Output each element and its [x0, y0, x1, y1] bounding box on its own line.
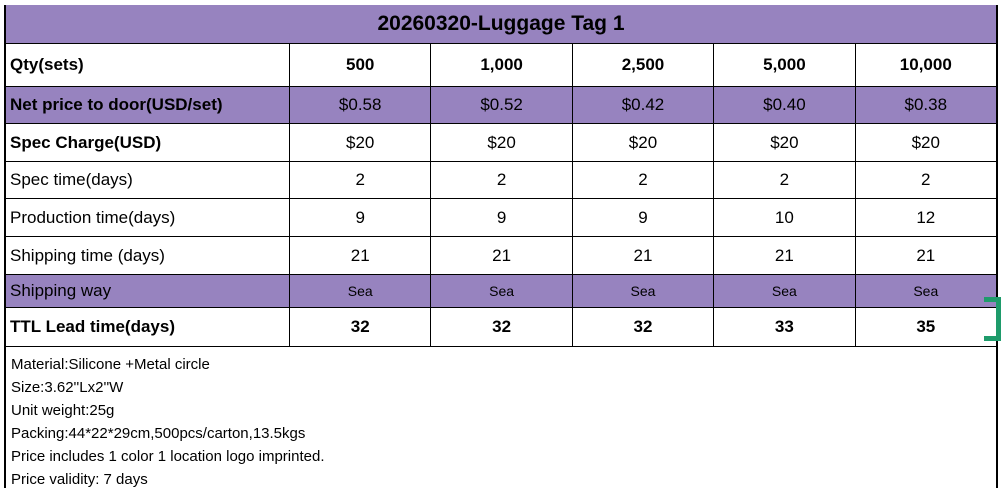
notes-block: Material:Silicone +Metal circle Size:3.6… — [6, 346, 996, 488]
cell-spec-time-4[interactable]: 2 — [713, 162, 854, 198]
cell-qty-500[interactable]: 500 — [289, 44, 430, 86]
cell-ttl-4[interactable]: 33 — [713, 308, 854, 346]
table-row-net-price: Net price to door(USD/set) $0.58 $0.52 $… — [6, 86, 996, 123]
table-row-qty: Qty(sets) 500 1,000 2,500 5,000 10,000 — [6, 43, 996, 86]
cell-shipping-way-4[interactable]: Sea — [713, 275, 854, 307]
cell-production-time-5[interactable]: 12 — [854, 199, 996, 236]
cell-shipping-way-1[interactable]: Sea — [289, 275, 430, 307]
cell-spec-charge-5[interactable]: $20 — [854, 124, 996, 161]
cell-production-time-3[interactable]: 9 — [571, 199, 713, 236]
cell-spec-time-5[interactable]: 2 — [854, 162, 996, 198]
note-price-includes[interactable]: Price includes 1 color 1 location logo i… — [11, 448, 325, 465]
row-label-spec-time[interactable]: Spec time(days) — [10, 170, 133, 189]
cell-spec-time-2[interactable]: 2 — [430, 162, 571, 198]
table-row-spec-charge: Spec Charge(USD) $20 $20 $20 $20 $20 — [6, 123, 996, 161]
note-price-validity[interactable]: Price validity: 7 days — [11, 471, 148, 488]
sheet-title-cell[interactable]: 20260320-Luggage Tag 1 — [6, 5, 996, 43]
row-label-qty[interactable]: Qty(sets) — [10, 55, 84, 74]
cell-ttl-1[interactable]: 32 — [289, 308, 430, 346]
cell-qty-5000[interactable]: 5,000 — [713, 44, 854, 86]
row-label-shipping-time[interactable]: Shipping time (days) — [10, 245, 165, 265]
cell-qty-10000[interactable]: 10,000 — [854, 44, 996, 86]
row-label-production-time[interactable]: Production time(days) — [10, 207, 176, 227]
table-row-shipping-time: Shipping time (days) 21 21 21 21 21 — [6, 236, 996, 274]
cell-ttl-2[interactable]: 32 — [430, 308, 571, 346]
cell-ttl-3[interactable]: 32 — [571, 308, 713, 346]
cell-spec-charge-4[interactable]: $20 — [713, 124, 854, 161]
row-label-spec-charge[interactable]: Spec Charge(USD) — [10, 132, 162, 152]
note-unit-weight[interactable]: Unit weight:25g — [11, 402, 115, 419]
cell-ttl-5[interactable]: 35 — [854, 308, 996, 346]
cell-net-price-1[interactable]: $0.58 — [289, 87, 430, 123]
table-row-ttl-lead-time: TTL Lead time(days) 32 32 32 33 35 — [6, 307, 996, 346]
cell-spec-charge-2[interactable]: $20 — [430, 124, 571, 161]
cell-spec-time-3[interactable]: 2 — [571, 162, 713, 198]
cell-shipping-time-2[interactable]: 21 — [430, 237, 571, 274]
cell-net-price-2[interactable]: $0.52 — [430, 87, 571, 123]
pricing-sheet: 20260320-Luggage Tag 1 Qty(sets) 500 1,0… — [4, 5, 998, 488]
table-row-spec-time: Spec time(days) 2 2 2 2 2 — [6, 161, 996, 198]
cell-shipping-way-5[interactable]: Sea — [854, 275, 996, 307]
cell-production-time-4[interactable]: 10 — [713, 199, 854, 236]
note-packing[interactable]: Packing:44*22*29cm,500pcs/carton,13.5kgs — [11, 425, 306, 442]
cell-net-price-5[interactable]: $0.38 — [854, 87, 996, 123]
note-material[interactable]: Material:Silicone +Metal circle — [11, 356, 210, 373]
cell-shipping-way-3[interactable]: Sea — [571, 275, 713, 307]
cell-spec-charge-1[interactable]: $20 — [289, 124, 430, 161]
cell-production-time-1[interactable]: 9 — [289, 199, 430, 236]
cell-net-price-3[interactable]: $0.42 — [571, 87, 713, 123]
cell-net-price-4[interactable]: $0.40 — [713, 87, 854, 123]
table-row-shipping-way: Shipping way Sea Sea Sea Sea Sea — [6, 274, 996, 307]
cell-shipping-way-2[interactable]: Sea — [430, 275, 571, 307]
cell-spec-time-1[interactable]: 2 — [289, 162, 430, 198]
cell-production-time-2[interactable]: 9 — [430, 199, 571, 236]
row-label-net-price[interactable]: Net price to door(USD/set) — [10, 95, 223, 114]
table-row-production-time: Production time(days) 9 9 9 10 12 — [6, 198, 996, 236]
cell-spec-charge-3[interactable]: $20 — [571, 124, 713, 161]
cell-shipping-time-5[interactable]: 21 — [854, 237, 996, 274]
note-size[interactable]: Size:3.62''Lx2''W — [11, 379, 124, 396]
cell-shipping-time-1[interactable]: 21 — [289, 237, 430, 274]
row-label-ttl-lead-time[interactable]: TTL Lead time(days) — [10, 317, 175, 336]
cell-qty-1000[interactable]: 1,000 — [430, 44, 571, 86]
cell-shipping-time-3[interactable]: 21 — [571, 237, 713, 274]
cell-qty-2500[interactable]: 2,500 — [571, 44, 713, 86]
row-label-shipping-way[interactable]: Shipping way — [10, 281, 112, 300]
cell-shipping-time-4[interactable]: 21 — [713, 237, 854, 274]
